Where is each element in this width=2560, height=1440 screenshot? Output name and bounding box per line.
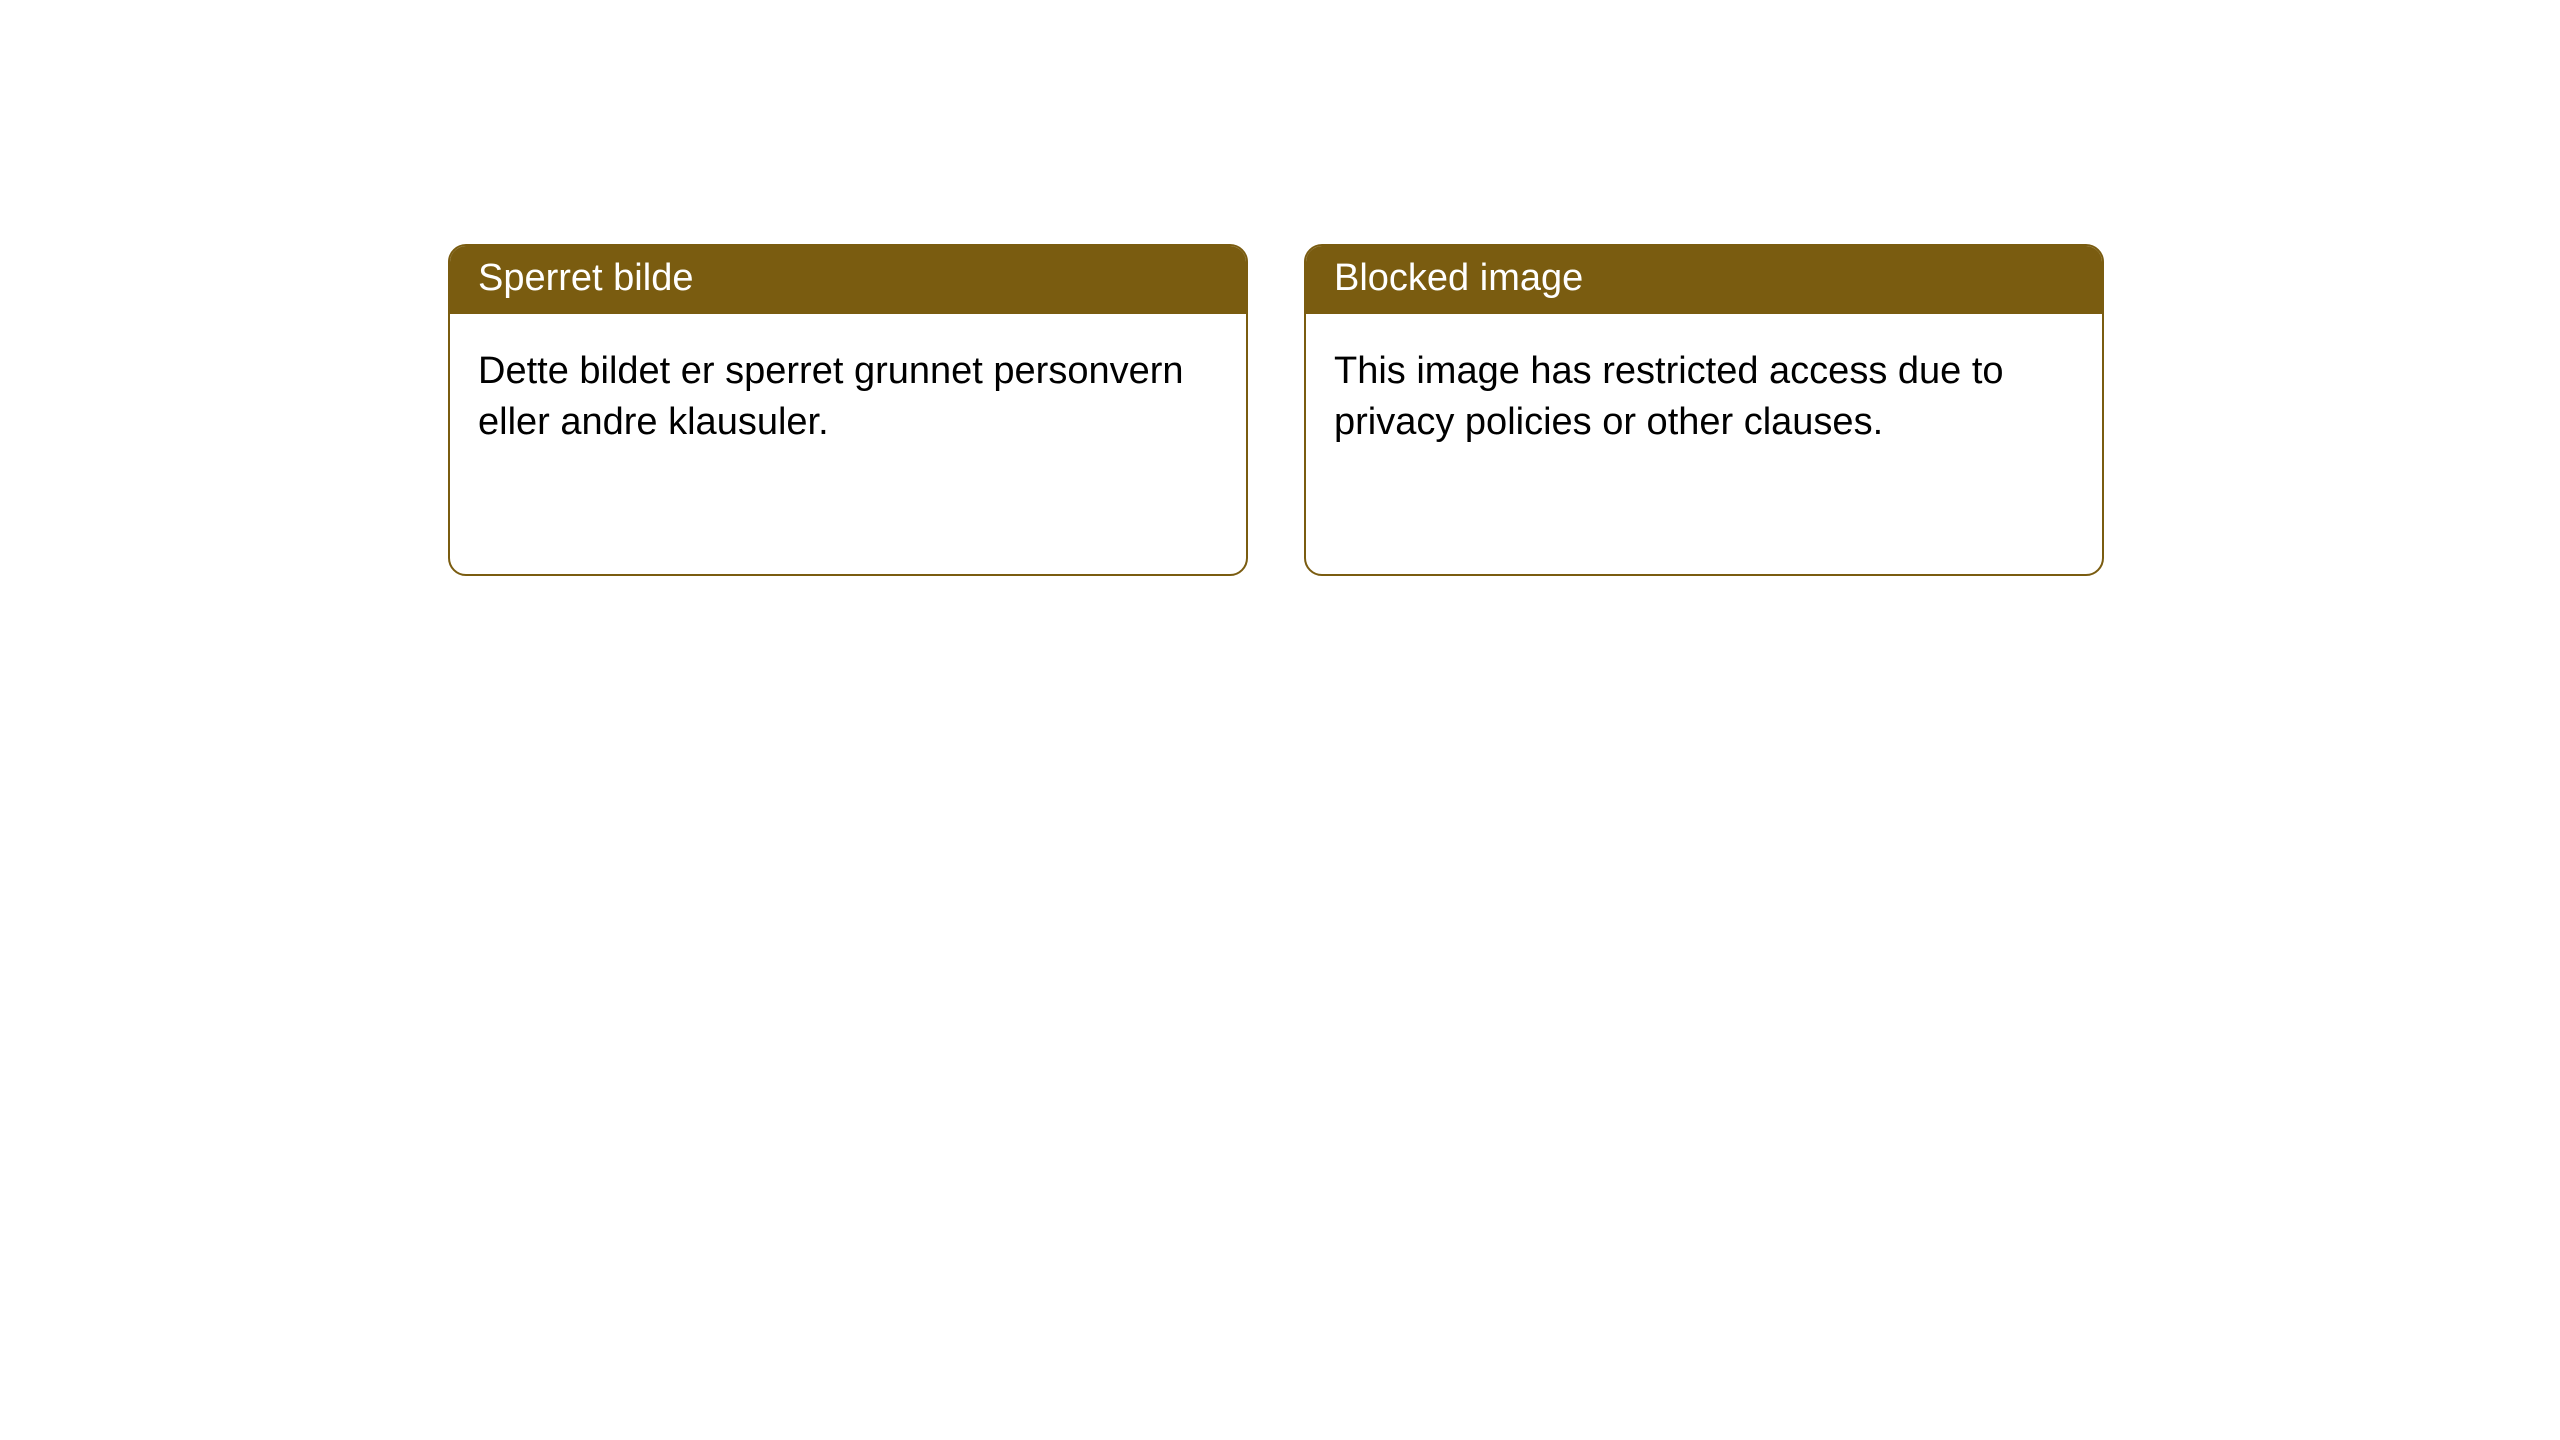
card-header: Sperret bilde bbox=[450, 246, 1246, 314]
card-header: Blocked image bbox=[1306, 246, 2102, 314]
notice-card-english: Blocked image This image has restricted … bbox=[1304, 244, 2104, 576]
card-body: This image has restricted access due to … bbox=[1306, 314, 2102, 481]
card-body: Dette bildet er sperret grunnet personve… bbox=[450, 314, 1246, 481]
notice-card-norwegian: Sperret bilde Dette bildet er sperret gr… bbox=[448, 244, 1248, 576]
notice-container: Sperret bilde Dette bildet er sperret gr… bbox=[0, 0, 2560, 576]
